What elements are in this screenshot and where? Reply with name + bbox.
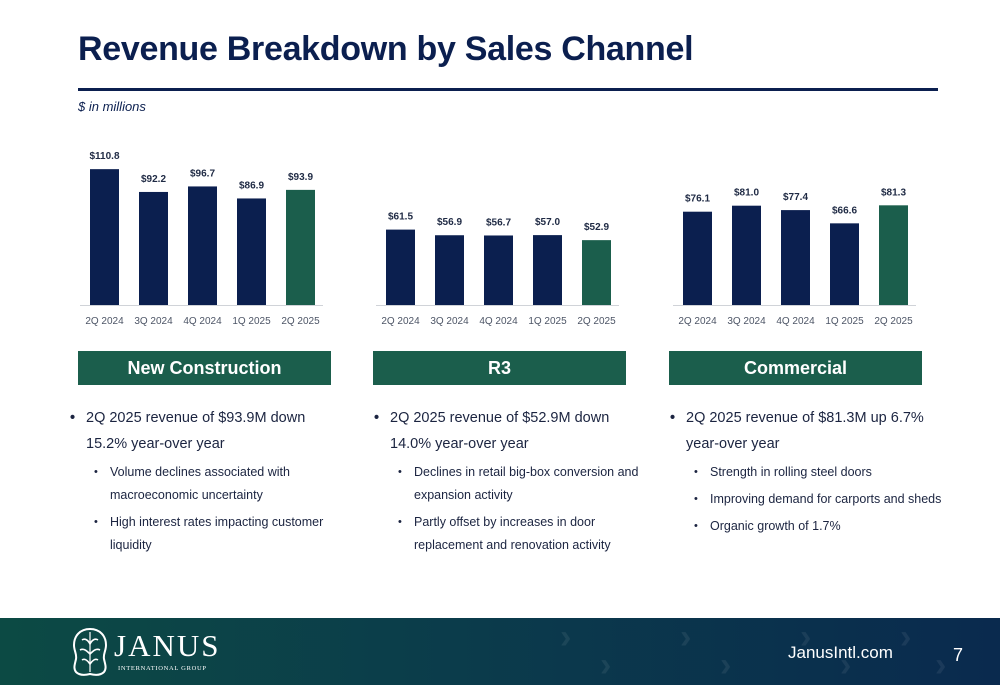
category-label: 2Q 2025 (874, 316, 913, 327)
chevron-decoration-icon: › (800, 618, 812, 656)
data-label: $76.1 (685, 194, 710, 205)
data-label: $110.8 (89, 151, 119, 162)
sub-bullet: Organic growth of 1.7% (670, 515, 945, 538)
bar (237, 198, 266, 305)
bar (188, 186, 217, 305)
chevron-decoration-icon: › (680, 618, 692, 656)
footer-url: JanusIntl.com (788, 643, 893, 662)
units-note: $ in millions (78, 99, 146, 114)
category-label: 2Q 2024 (85, 316, 124, 327)
chevron-decoration-icon: › (560, 618, 572, 656)
bar (879, 205, 908, 305)
bullets-r3: 2Q 2025 revenue of $52.9M down 14.0% yea… (374, 405, 649, 557)
category-label: 1Q 2025 (528, 316, 567, 327)
data-label: $57.0 (535, 217, 560, 228)
data-label: $86.9 (239, 180, 264, 191)
main-bullet: 2Q 2025 revenue of $52.9M down 14.0% yea… (374, 405, 649, 457)
data-label: $56.7 (486, 217, 511, 228)
chevron-decoration-icon: › (720, 646, 732, 684)
data-label: $96.7 (190, 168, 215, 179)
data-label: $52.9 (584, 222, 609, 233)
bar (139, 191, 168, 305)
bar (732, 205, 761, 305)
bar (484, 235, 513, 305)
data-label: $93.9 (288, 172, 313, 183)
bullets-commercial: 2Q 2025 revenue of $81.3M up 6.7% year-o… (670, 405, 945, 538)
logo-subtext: INTERNATIONAL GROUP (118, 665, 207, 672)
page-number: 7 (953, 645, 964, 665)
bar (781, 210, 810, 305)
category-label: 2Q 2025 (281, 316, 320, 327)
chevron-decoration-icon: › (935, 646, 947, 684)
page-title: Revenue Breakdown by Sales Channel (78, 30, 694, 68)
sub-bullet: High interest rates impacting customer l… (70, 511, 345, 557)
footer-band: › › › › › › › › JANUS INTERNATIONAL GROU… (0, 618, 1000, 685)
category-label: 2Q 2025 (577, 316, 616, 327)
bar (533, 235, 562, 305)
category-label: 4Q 2024 (479, 316, 518, 327)
sub-bullet: Strength in rolling steel doors (670, 461, 945, 484)
data-label: $81.3 (881, 187, 906, 198)
data-label: $81.0 (734, 188, 759, 199)
bar (582, 240, 611, 305)
chart-r3: $61.5 2Q 2024 $56.9 3Q 2024 $56.7 4Q 2024 $57.… (371, 140, 631, 340)
bar (683, 211, 712, 305)
bar-chart-r3: $61.5 2Q 2024 $56.9 3Q 2024 $56.7 4Q 2024 $57.… (376, 212, 619, 327)
bullets-new-construction: 2Q 2025 revenue of $93.9M down 15.2% yea… (70, 405, 345, 557)
section-header-new-construction: New Construction (78, 351, 331, 385)
section-header-r3: R3 (373, 351, 626, 385)
data-label: $77.4 (783, 192, 808, 203)
category-label: 3Q 2024 (430, 316, 469, 327)
bar (830, 223, 859, 305)
chevron-decoration-icon: › (840, 646, 852, 684)
category-label: 4Q 2024 (776, 316, 815, 327)
main-bullet: 2Q 2025 revenue of $81.3M up 6.7% year-o… (670, 405, 945, 457)
data-label: $66.6 (832, 205, 857, 216)
janus-emblem-icon (72, 627, 108, 676)
bar (286, 189, 315, 305)
category-label: 3Q 2024 (134, 316, 173, 327)
category-label: 2Q 2024 (678, 316, 717, 327)
category-label: 1Q 2025 (232, 316, 271, 327)
main-bullet: 2Q 2025 revenue of $93.9M down 15.2% yea… (70, 405, 345, 457)
bar (90, 169, 119, 305)
sub-bullet: Volume declines associated with macroeco… (70, 461, 345, 507)
bar (435, 235, 464, 305)
category-label: 1Q 2025 (825, 316, 864, 327)
chevron-decoration-icon: › (600, 646, 612, 684)
category-label: 3Q 2024 (727, 316, 766, 327)
chevron-decoration-icon: › (900, 618, 912, 656)
data-label: $61.5 (388, 212, 413, 223)
chart-commercial: $76.1 2Q 2024 $81.0 3Q 2024 $77.4 4Q 2024 $66.… (668, 140, 928, 340)
logo-wordmark: JANUS (114, 628, 221, 663)
section-header-commercial: Commercial (669, 351, 922, 385)
bar-chart-commercial: $76.1 2Q 2024 $81.0 3Q 2024 $77.4 4Q 2024 $66.… (673, 187, 916, 327)
bar (386, 229, 415, 305)
sub-bullet: Partly offset by increases in door repla… (374, 511, 649, 557)
category-label: 4Q 2024 (183, 316, 222, 327)
category-label: 2Q 2024 (381, 316, 420, 327)
bar-chart-new-construction: $110.8 2Q 2024 $92.2 3Q 2024 $96.7 4Q 2024 $86… (80, 151, 323, 327)
data-label: $92.2 (141, 174, 166, 185)
title-divider (78, 88, 938, 91)
chart-new-construction: $110.8 2Q 2024 $92.2 3Q 2024 $96.7 4Q 2024 $86… (75, 140, 335, 340)
sub-bullet: Declines in retail big-box conversion an… (374, 461, 649, 507)
sub-bullet: Improving demand for carports and sheds (670, 488, 945, 511)
data-label: $56.9 (437, 217, 462, 228)
